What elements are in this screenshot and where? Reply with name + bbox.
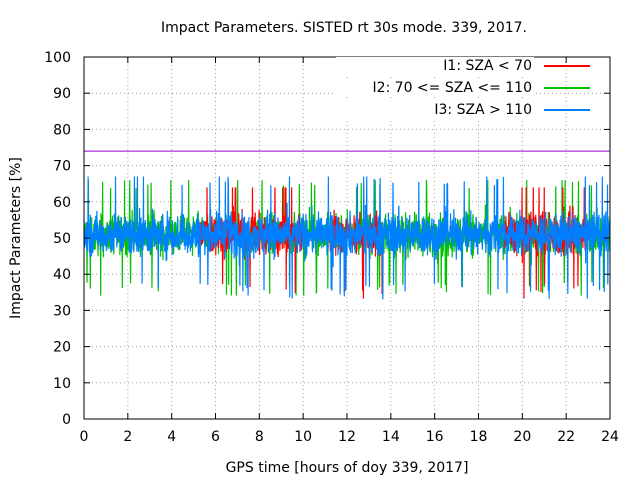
legend-label: I2: 70 <= SZA <= 110 bbox=[372, 80, 532, 96]
x-tick-label: 18 bbox=[470, 429, 488, 445]
y-tick-label: 80 bbox=[53, 122, 71, 138]
legend-bg bbox=[336, 101, 534, 119]
chart-title: Impact Parameters. SISTED rt 30s mode. 3… bbox=[161, 20, 527, 36]
series-layer bbox=[83, 176, 611, 300]
y-tick-label: 90 bbox=[53, 86, 71, 102]
x-tick-label: 24 bbox=[601, 429, 619, 445]
x-tick-label: 4 bbox=[167, 429, 176, 445]
y-axis-label: Impact Parameters [%] bbox=[8, 157, 24, 319]
x-axis-label: GPS time [hours of doy 339, 2017] bbox=[226, 460, 469, 476]
legend-label: I3: SZA > 110 bbox=[434, 102, 532, 118]
y-tick-label: 20 bbox=[53, 340, 71, 356]
y-tick-label: 60 bbox=[53, 195, 71, 211]
x-tick-label: 8 bbox=[255, 429, 264, 445]
y-tick-label: 30 bbox=[53, 303, 71, 319]
x-tick-label: 22 bbox=[557, 429, 575, 445]
y-tick-label: 50 bbox=[53, 231, 71, 247]
x-tick-label: 12 bbox=[338, 429, 356, 445]
y-tick-label: 0 bbox=[62, 412, 71, 428]
legend-bg bbox=[336, 57, 534, 75]
x-tick-label: 6 bbox=[211, 429, 220, 445]
x-tick-label: 0 bbox=[80, 429, 89, 445]
x-tick-label: 10 bbox=[294, 429, 312, 445]
legend: I1: SZA < 70 I2: 70 <= SZA <= 110 I3: SZA … bbox=[336, 57, 590, 119]
y-tick-label: 10 bbox=[53, 376, 71, 392]
x-tick-label: 2 bbox=[123, 429, 132, 445]
x-tick-label: 16 bbox=[426, 429, 444, 445]
y-tick-label: 70 bbox=[53, 159, 71, 175]
y-tick-label: 100 bbox=[44, 50, 71, 66]
axis-ticks: 0 2 4 6 8 10 12 14 16 18 20 22 240102030405060708090… bbox=[44, 50, 619, 445]
x-tick-label: 14 bbox=[382, 429, 400, 445]
legend-label: I1: SZA < 70 bbox=[443, 58, 532, 74]
x-tick-label: 20 bbox=[513, 429, 531, 445]
y-tick-label: 40 bbox=[53, 267, 71, 283]
legend-bg bbox=[336, 79, 534, 97]
series-line-3 bbox=[83, 176, 611, 300]
